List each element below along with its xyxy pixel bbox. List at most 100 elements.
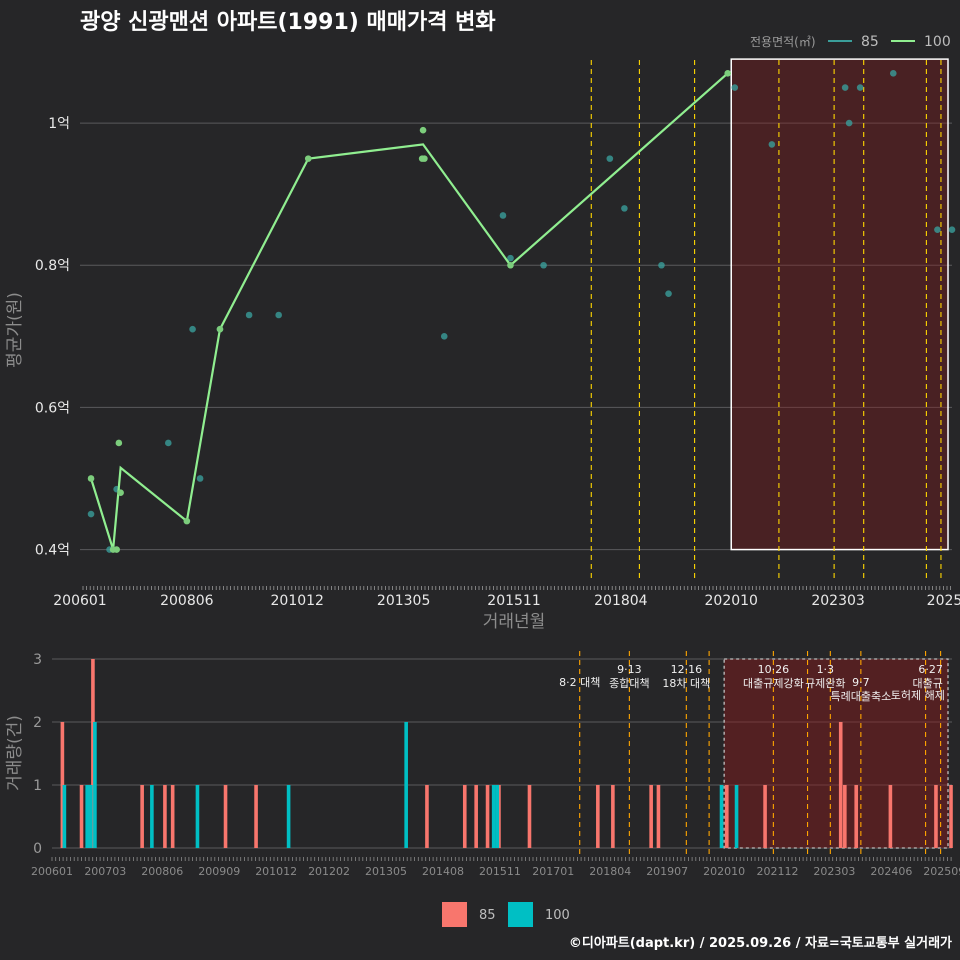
volume-bar-85 — [724, 785, 729, 848]
price-point-85 — [499, 212, 507, 219]
price-point-85 — [948, 226, 956, 234]
price-point-85 — [196, 475, 204, 482]
volume-bar-100 — [286, 785, 291, 848]
volume-chart: 0 1 2 3 200601 200703 200806 200909 201012 201202… — [31, 651, 960, 878]
volume-event-label: 대출규제강화 — [743, 677, 804, 690]
price-point-100 — [117, 489, 124, 497]
volume-bar-85 — [949, 785, 953, 848]
price-point-85 — [889, 70, 897, 77]
volume-bar-85 — [254, 785, 258, 848]
price-point-100 — [216, 325, 224, 333]
price-point-85 — [440, 333, 448, 340]
price-point-85 — [165, 439, 172, 447]
volume-event-label: 8·2 대책 — [559, 676, 600, 689]
volume-bar-85 — [223, 785, 228, 848]
price-point-100 — [115, 439, 123, 447]
volume-x-tick-label: 200601 — [31, 865, 73, 878]
price-point-85 — [275, 311, 282, 319]
volume-event-label: 대출규 — [913, 677, 943, 690]
volume-bar-85 — [91, 659, 95, 848]
price-point-85 — [507, 254, 514, 262]
price-point-100 — [304, 155, 312, 162]
volume-x-tick-label: 202112 — [756, 865, 798, 878]
price-chart: 0.4억 0.6억 0.8억 1억 200601 200806 201012 201305 20… — [35, 58, 960, 609]
volume-bar-85 — [854, 785, 859, 848]
volume-bar-85 — [425, 785, 429, 848]
volume-bar-100 — [734, 785, 739, 848]
price-x-tick-label: 202010 — [705, 593, 758, 609]
legend-label-100: 100 — [545, 908, 570, 923]
legend-swatch-85 — [442, 902, 467, 927]
price-point-100 — [419, 126, 427, 134]
price-x-tick-label: 2025 — [927, 593, 960, 609]
volume-event-label: 1·3 — [817, 663, 835, 676]
price-point-85 — [768, 141, 776, 148]
legend-label-100: 100 — [924, 34, 951, 50]
price-y-tick-label: 0.6억 — [35, 400, 70, 416]
volume-bar-85 — [888, 785, 893, 848]
volume-y-tick-label: 1 — [33, 778, 42, 794]
volume-bar-100 — [491, 785, 496, 848]
volume-bar-85 — [462, 785, 467, 848]
volume-bar-100 — [93, 722, 97, 848]
price-x-tick-label: 200806 — [160, 593, 214, 609]
volume-bar-100 — [89, 785, 93, 848]
volume-event-label: 토허제 해제 — [891, 688, 945, 702]
volume-event-label: 규제완화 — [805, 677, 845, 690]
volume-event-label: 9·13 — [617, 663, 642, 676]
volume-y-tick-label: 3 — [33, 652, 42, 668]
volume-bar-100 — [495, 785, 500, 848]
price-point-100 — [183, 517, 191, 525]
price-x-axis-title: 거래년월 — [483, 612, 546, 632]
volume-x-tick-label: 202406 — [870, 865, 912, 878]
price-point-85 — [856, 84, 864, 91]
volume-bar-85 — [838, 722, 843, 848]
volume-bar-85 — [934, 785, 938, 848]
price-highlight-box — [730, 58, 949, 551]
volume-bar-85 — [60, 722, 65, 848]
volume-x-tick-label: 201804 — [589, 865, 631, 878]
volume-x-tick-label: 200806 — [141, 865, 183, 878]
price-y-tick-label: 1억 — [48, 116, 70, 132]
price-point-100 — [421, 155, 428, 162]
volume-event-label: 12·16 — [671, 663, 703, 676]
volume-bar-85 — [649, 785, 653, 848]
volume-x-tick-label: 201202 — [308, 865, 350, 878]
volume-x-tick-label: 202303 — [813, 865, 855, 878]
price-x-tick-label: 201305 — [377, 593, 430, 609]
volume-bar-85 — [485, 785, 490, 848]
volume-event-label: 18차 대책 — [662, 677, 710, 690]
chart-title: 광양 신광맨션 아파트(1991) 매매가격 변화 — [80, 10, 496, 35]
volume-y-tick-label: 2 — [33, 715, 42, 731]
volume-bar-85 — [474, 785, 478, 848]
volume-bar-85 — [843, 785, 847, 848]
volume-x-tick-label: 202509 — [923, 865, 960, 878]
price-point-85 — [841, 84, 849, 91]
volume-bar-100 — [719, 785, 724, 848]
price-x-tick-label: 202303 — [811, 593, 864, 609]
price-point-85 — [87, 510, 95, 518]
price-y-tick-label: 0.8억 — [35, 258, 70, 274]
price-point-85 — [845, 119, 853, 127]
price-point-85 — [658, 261, 665, 269]
volume-event-label: 9·7 — [852, 676, 870, 689]
volume-event-label: 6·27 — [918, 663, 943, 676]
volume-bar-85 — [140, 785, 144, 848]
volume-x-tick-label: 201701 — [532, 865, 574, 878]
volume-bar-85 — [79, 785, 84, 848]
price-legend: 전용면적(㎡) 85 100 — [750, 34, 951, 50]
legend-swatch-100 — [508, 902, 533, 927]
volume-bar-100 — [85, 785, 89, 848]
volume-bar-85 — [596, 785, 600, 848]
price-x-tick-label: 201804 — [594, 593, 648, 609]
volume-x-tick-label: 201907 — [646, 865, 688, 878]
volume-bar-100 — [150, 785, 154, 848]
price-point-100 — [113, 546, 120, 553]
volume-legend: 85 100 — [442, 902, 570, 927]
volume-event-label: 10·26 — [758, 663, 790, 676]
volume-x-tick-label: 201511 — [479, 865, 521, 878]
volume-bar-100 — [195, 785, 200, 848]
price-y-tick-label: 0.4억 — [35, 543, 70, 559]
legend-title: 전용면적(㎡) — [750, 35, 816, 49]
volume-x-tick-label: 201012 — [255, 865, 297, 878]
